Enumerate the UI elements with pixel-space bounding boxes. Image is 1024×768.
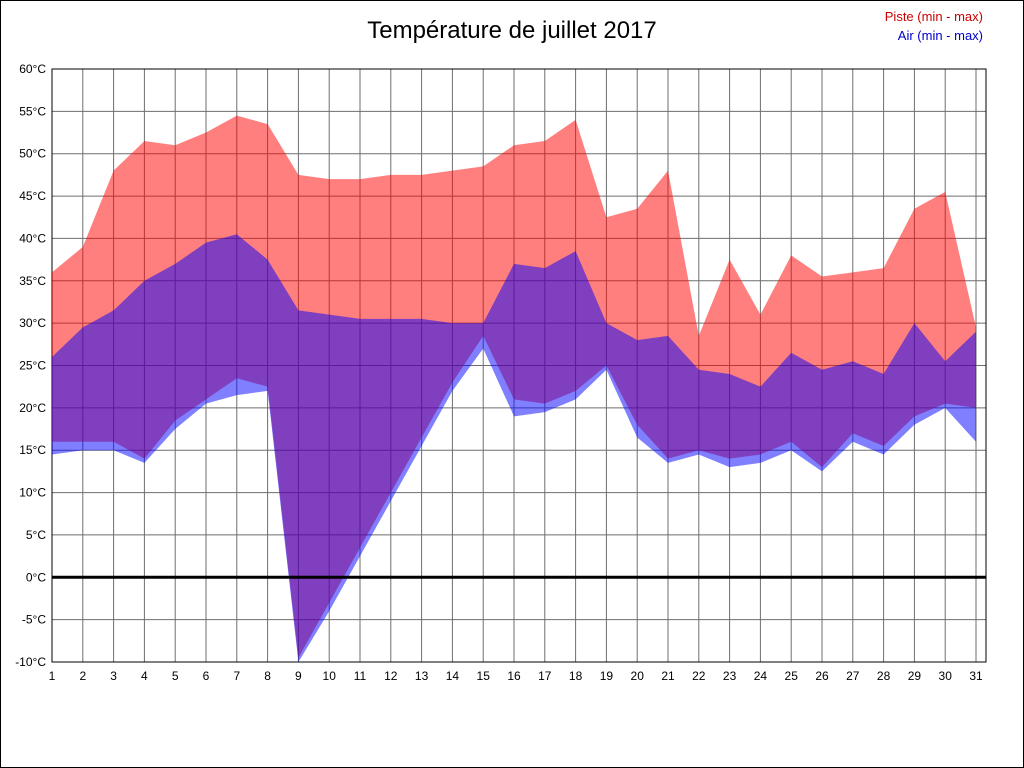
x-axis-label: 24 <box>754 669 768 683</box>
chart-title: Température de juillet 2017 <box>367 17 657 44</box>
y-axis-label: 40°C <box>19 231 46 245</box>
x-axis-label: 13 <box>415 669 429 683</box>
x-axis-label: 12 <box>384 669 398 683</box>
x-axis-label: 27 <box>846 669 860 683</box>
x-axis-label: 26 <box>815 669 829 683</box>
x-axis-label: 16 <box>507 669 521 683</box>
y-axis-label: 45°C <box>19 189 46 203</box>
air-band <box>52 234 976 662</box>
x-axis-label: 28 <box>877 669 891 683</box>
x-axis-label: 18 <box>569 669 583 683</box>
x-axis-label: 11 <box>354 669 367 683</box>
x-axis-label: 19 <box>600 669 614 683</box>
y-axis-label: 35°C <box>19 274 46 288</box>
x-axis-label: 23 <box>723 669 737 683</box>
x-axis-label: 29 <box>908 669 922 683</box>
legend: Piste (min - max) Air (min - max) <box>885 7 983 45</box>
x-axis-label: 20 <box>631 669 645 683</box>
y-axis-label: 30°C <box>19 316 46 330</box>
x-axis-label: 9 <box>295 669 302 683</box>
y-axis-label: 60°C <box>19 62 46 76</box>
x-axis-label: 2 <box>79 669 86 683</box>
x-axis-label: 17 <box>538 669 552 683</box>
y-axis-label: 25°C <box>19 359 46 373</box>
x-axis-label: 10 <box>323 669 337 683</box>
y-axis-label: 0°C <box>26 570 46 584</box>
y-axis-label: 55°C <box>19 104 46 118</box>
x-axis-label: 14 <box>446 669 460 683</box>
y-axis-label: 5°C <box>26 528 46 542</box>
y-axis-label: 50°C <box>19 147 46 161</box>
y-axis-label: 20°C <box>19 401 46 415</box>
x-axis-label: 25 <box>785 669 799 683</box>
y-axis-label: 15°C <box>19 443 46 457</box>
y-axis-label: -5°C <box>22 613 46 627</box>
x-axis-label: 1 <box>49 669 56 683</box>
x-axis-label: 22 <box>692 669 706 683</box>
x-axis-label: 7 <box>233 669 240 683</box>
y-axis-label: -10°C <box>15 655 46 669</box>
legend-air: Air (min - max) <box>897 28 983 43</box>
x-axis-label: 31 <box>969 669 983 683</box>
x-axis-label: 3 <box>110 669 117 683</box>
x-axis-label: 5 <box>172 669 179 683</box>
x-axis-label: 30 <box>939 669 953 683</box>
x-axis-label: 15 <box>477 669 491 683</box>
legend-piste: Piste (min - max) <box>884 9 983 24</box>
x-axis-label: 8 <box>264 669 271 683</box>
y-axis-label: 10°C <box>19 486 46 500</box>
x-axis-label: 4 <box>141 669 148 683</box>
x-axis-label: 6 <box>203 669 210 683</box>
x-axis-label: 21 <box>661 669 675 683</box>
